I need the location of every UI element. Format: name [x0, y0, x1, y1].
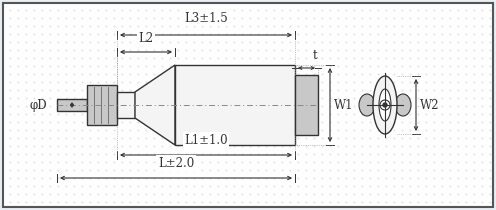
Bar — [295, 75, 318, 135]
Text: L3±1.5: L3±1.5 — [184, 12, 228, 25]
Text: W2: W2 — [420, 98, 439, 112]
Text: L1±1.0: L1±1.0 — [184, 134, 228, 147]
Text: t: t — [312, 49, 317, 62]
Bar — [175, 65, 295, 145]
Ellipse shape — [359, 94, 375, 116]
Bar — [117, 92, 135, 118]
Text: L2: L2 — [138, 32, 154, 45]
Ellipse shape — [395, 94, 411, 116]
Circle shape — [383, 103, 387, 107]
Text: φD: φD — [29, 98, 47, 112]
Text: L±2.0: L±2.0 — [158, 156, 194, 169]
Ellipse shape — [373, 76, 397, 134]
Bar — [87, 85, 117, 125]
Text: W1: W1 — [334, 98, 354, 112]
Polygon shape — [135, 65, 175, 145]
Bar — [57, 99, 87, 111]
Ellipse shape — [379, 89, 391, 121]
